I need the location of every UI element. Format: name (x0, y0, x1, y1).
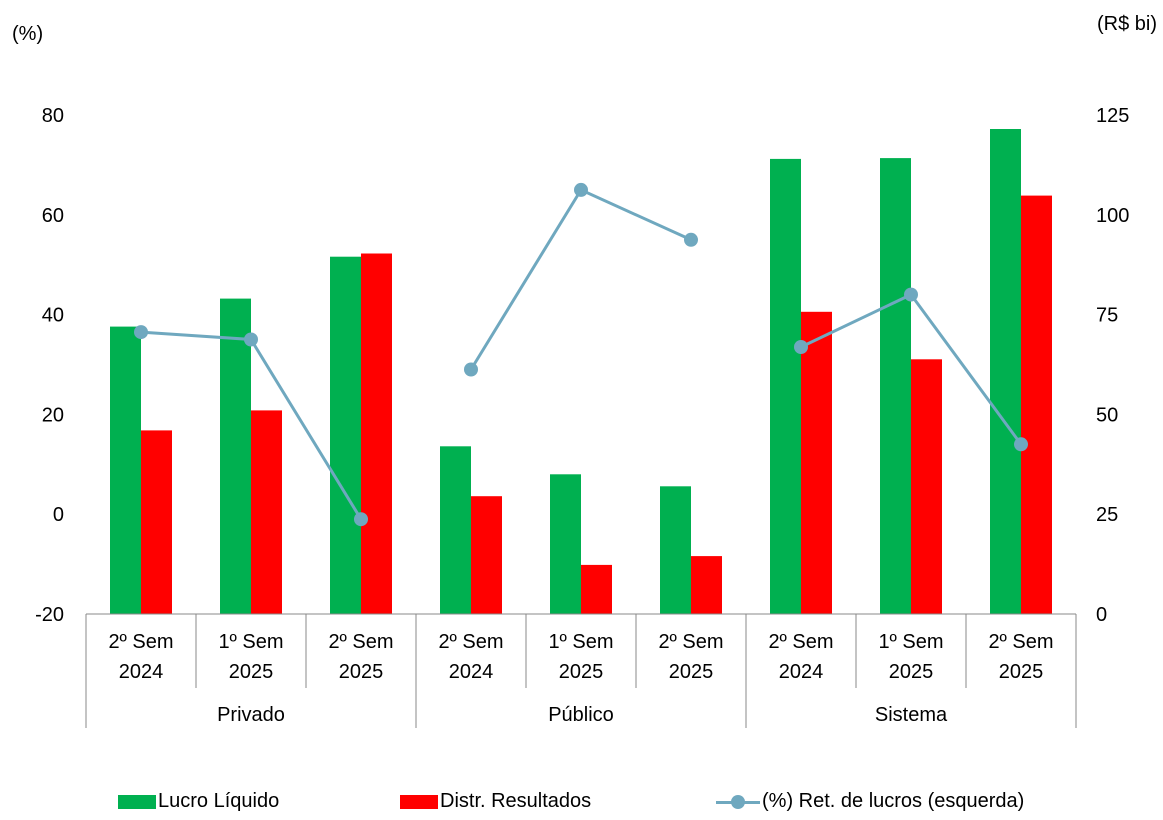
legend-swatch-green (118, 794, 156, 809)
category-label-year: 2025 (559, 661, 604, 683)
bar-lucro-liquido (550, 474, 581, 614)
bar-lucro-liquido (440, 446, 471, 614)
legend-swatch-red (400, 794, 438, 809)
bar-distr-resultados (691, 556, 722, 614)
left-tick-label: -20 (35, 604, 64, 626)
category-label-year: 2024 (449, 661, 494, 683)
category-label-year: 2025 (339, 661, 384, 683)
group-label: Sistema (875, 704, 948, 726)
category-label-year: 2025 (889, 661, 934, 683)
right-tick-label: 75 (1096, 305, 1118, 327)
category-label-period: 2º Sem (988, 631, 1053, 653)
category-label-period: 2º Sem (438, 631, 503, 653)
category-label-year: 2025 (229, 661, 274, 683)
legend-swatch-line (716, 792, 760, 812)
bar-lucro-liquido (770, 158, 801, 614)
point-ret-lucros (684, 232, 698, 247)
bar-distr-resultados (581, 564, 612, 614)
group-label: Privado (217, 704, 285, 726)
bar-distr-resultados (471, 496, 502, 614)
bar-lucro-liquido (990, 129, 1021, 614)
legend-item-distr-resultados: Distr. Resultados (400, 790, 591, 813)
bar-lucro-liquido (330, 256, 361, 614)
legend-label: (%) Ret. de lucros (esquerda) (762, 790, 1025, 812)
left-tick-label: 80 (42, 105, 64, 127)
point-ret-lucros (574, 182, 588, 197)
category-label-year: 2025 (999, 661, 1044, 683)
bar-lucro-liquido (880, 158, 911, 614)
point-ret-lucros (134, 325, 148, 340)
category-label-year: 2025 (669, 661, 714, 683)
line-ret-lucros-segment (469, 187, 692, 371)
right-tick-label: 125 (1096, 105, 1129, 127)
point-ret-lucros (244, 332, 258, 347)
legend-item-ret-lucros: (%) Ret. de lucros (esquerda) (716, 790, 1024, 813)
category-label-period: 2º Sem (658, 631, 723, 653)
category-label-period: 1º Sem (218, 631, 283, 653)
legend: Lucro Líquido Distr. Resultados (%) Ret.… (0, 790, 1163, 820)
chart: (%) (R$ bi) 80 60 40 20 0 -20 125 100 75 50 25 0 2º… (12, 13, 1157, 728)
left-tick-label: 40 (42, 305, 64, 327)
point-ret-lucros (1014, 437, 1028, 452)
category-label-period: 1º Sem (878, 631, 943, 653)
legend-label: Distr. Resultados (440, 790, 592, 812)
bar-distr-resultados (801, 311, 832, 614)
point-ret-lucros (904, 287, 918, 302)
bar-distr-resultados (251, 410, 282, 614)
category-label-period: 2º Sem (108, 631, 173, 653)
left-tick-label: 20 (42, 404, 64, 426)
bar-lucro-liquido (110, 326, 141, 614)
bar-distr-resultados (141, 430, 172, 614)
point-ret-lucros (794, 340, 808, 354)
right-tick-label: 50 (1096, 404, 1118, 426)
legend-item-lucro-liquido: Lucro Líquido (118, 790, 279, 813)
bar-lucro-liquido (220, 298, 251, 614)
left-tick-label: 60 (42, 205, 64, 227)
category-label-period: 1º Sem (548, 631, 613, 653)
group-label: Público (548, 704, 614, 726)
point-ret-lucros (464, 362, 478, 377)
bar-distr-resultados (1021, 195, 1052, 614)
left-tick-label: 0 (53, 504, 64, 526)
right-axis-unit: (R$ bi) (1097, 13, 1157, 35)
right-tick-label: 100 (1096, 205, 1129, 227)
point-ret-lucros (354, 512, 368, 527)
right-tick-label: 0 (1096, 604, 1107, 626)
category-label-period: 2º Sem (768, 631, 833, 653)
right-tick-label: 25 (1096, 504, 1118, 526)
category-label-period: 2º Sem (328, 631, 393, 653)
category-label-year: 2024 (779, 661, 824, 683)
bar-distr-resultados (911, 359, 942, 614)
category-label-year: 2024 (119, 661, 164, 683)
left-axis-unit: (%) (12, 23, 43, 45)
legend-label: Lucro Líquido (158, 790, 280, 812)
bar-distr-resultados (361, 253, 392, 614)
bar-lucro-liquido (660, 486, 691, 614)
